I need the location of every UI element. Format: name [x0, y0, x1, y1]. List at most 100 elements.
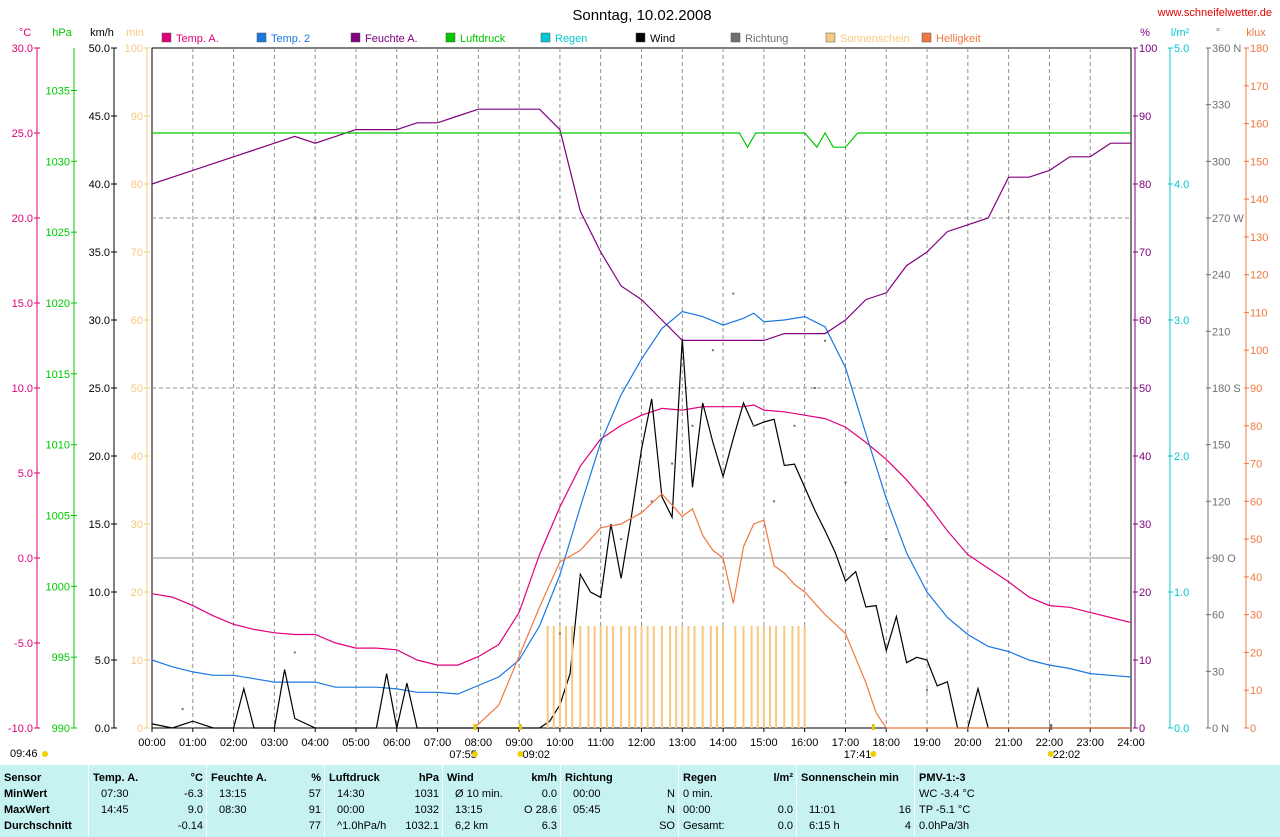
stats-row: 07:30 -6.3: [93, 786, 203, 802]
direction-point: [885, 538, 888, 541]
x-tick-label: 14:00: [709, 737, 737, 749]
stats-cell: 6:15 h: [809, 820, 840, 832]
temp-axis-tick-label: 5.0: [18, 468, 33, 480]
stats-cell: TP -5.1 °C: [919, 804, 971, 816]
temp-a-line: [151, 404, 1132, 666]
stats-row: 6,2 km 6.3: [447, 818, 557, 834]
legend-swatch: [256, 32, 267, 43]
stats-row: SO: [565, 818, 675, 834]
rain-axis-tick-label: 5.0: [1174, 43, 1189, 55]
temp-axis-tick-label: 30.0: [12, 43, 33, 55]
sunshine-axis-tick-label: 30: [131, 519, 143, 531]
statistics-panel: Sensor MinWert MaxWert Durchschnitt Temp. A.…: [0, 765, 1280, 837]
sunrise-time-label: 07:55: [449, 749, 477, 761]
legend-label: Richtung: [745, 33, 788, 45]
stats-row: ^1.0hPa/h 1032.1: [329, 818, 439, 834]
direction-point: [620, 538, 623, 541]
stats-header-label: Feuchte A.: [211, 772, 267, 784]
x-tick-label: 09:00: [505, 737, 533, 749]
stats-row: 14:45 9.0: [93, 802, 203, 818]
stats-cell: 07:30: [101, 788, 129, 800]
stats-row: 08:30 91: [211, 802, 321, 818]
humidity-axis-tick-label: 90: [1139, 111, 1151, 123]
rain-axis-tick-label: 1.0: [1174, 587, 1189, 599]
direction-point: [671, 462, 674, 465]
stats-row: 13:15 O 28.6: [447, 802, 557, 818]
pressure-axis-tick-label: 1030: [46, 156, 70, 168]
stats-row: MaxWert: [4, 802, 84, 818]
humidity-axis-tick-label: 40: [1139, 451, 1151, 463]
stats-cell: 00:00: [337, 804, 365, 816]
stats-column: Regen l/m² 0 min. 00:00 0.0 Gesamt: 0.0: [678, 765, 797, 837]
brightness-axis-tick-label: 60: [1250, 496, 1262, 508]
stats-column: Richtung 00:00 N 05:45 N SO: [560, 765, 679, 837]
x-tick-label: 05:00: [342, 737, 370, 749]
direction-axis-tick-label: 330: [1212, 100, 1230, 112]
chart-title: Sonntag, 10.02.2008: [572, 7, 711, 24]
stats-cell: 14:30: [337, 788, 365, 800]
stats-header-row: Temp. A. °C: [93, 770, 203, 786]
stats-cell: Ø 10 min.: [455, 788, 503, 800]
brightness-axis-tick-label: 50: [1250, 534, 1262, 546]
pressure-axis-tick-label: 1020: [46, 298, 70, 310]
humidity-axis-tick-label: 0: [1139, 723, 1145, 735]
stats-row: 0 min.: [683, 786, 793, 802]
direction-point: [558, 632, 561, 635]
pressure-axis-tick-label: 1010: [46, 440, 70, 452]
direction-axis-tick-label: 180 S: [1212, 383, 1241, 395]
legend-label: Temp. 2: [271, 33, 310, 45]
temp-axis-tick-label: 20.0: [12, 213, 33, 225]
stats-header-label: Luftdruck: [329, 772, 380, 784]
direction-point: [691, 424, 694, 427]
stats-row: 13:15 57: [211, 786, 321, 802]
sunshine-axis-tick-label: 50: [131, 383, 143, 395]
legend-swatch: [350, 32, 361, 43]
direction-axis-tick-label: 240: [1212, 270, 1230, 282]
humidity-axis-tick-label: 10: [1139, 655, 1151, 667]
humidity-axis-unit: %: [1140, 27, 1150, 39]
stats-value: 77: [308, 820, 321, 832]
stats-value: 91: [308, 804, 321, 816]
pressure-axis-tick-label: 1035: [46, 86, 70, 98]
stats-value: 6.3: [541, 820, 557, 832]
wind-axis-tick-label: 35.0: [89, 247, 110, 259]
stats-row: MinWert: [4, 786, 84, 802]
wind-axis-tick-label: 15.0: [89, 519, 110, 531]
sunshine-axis-tick-label: 100: [125, 43, 143, 55]
helligkeit-line: [473, 492, 1131, 729]
legend-label: Wind: [650, 33, 675, 45]
direction-axis-tick-label: 30: [1212, 666, 1224, 678]
stats-row: Durchschnitt: [4, 818, 84, 834]
stats-header-row: Richtung: [565, 770, 675, 786]
stats-header-unit: hPa: [418, 772, 439, 784]
direction-point: [181, 708, 184, 711]
direction-axis-tick-label: 120: [1212, 496, 1230, 508]
temp-axis-tick-label: 25.0: [12, 128, 33, 140]
temp-axis-tick-label: -10.0: [8, 723, 33, 735]
legend-swatch: [635, 32, 646, 43]
stats-cell: 6,2 km: [455, 820, 489, 832]
direction-point: [813, 387, 816, 389]
stats-header-label: Temp. A.: [93, 772, 139, 784]
humidity-axis-tick-label: 20: [1139, 587, 1151, 599]
stats-cell: 11:01: [809, 804, 836, 816]
direction-point: [579, 575, 582, 578]
noon-sun-icon: [517, 751, 524, 757]
stats-cell: Durchschnitt: [4, 820, 72, 832]
stats-header-label: PMV-1:-3: [919, 772, 966, 784]
legend-swatch: [445, 32, 456, 43]
stats-header-row: Luftdruck hPa: [329, 770, 439, 786]
x-tick-label: 12:00: [628, 737, 656, 749]
humidity-axis-tick-label: 50: [1139, 383, 1151, 395]
stats-cell: 05:45: [573, 804, 601, 816]
stats-cell: 0.0hPa/3h: [919, 820, 970, 832]
stats-value: -0.14: [177, 820, 203, 832]
stats-header-label: Sensor: [4, 772, 42, 784]
sunshine-axis-tick-label: 70: [131, 247, 143, 259]
direction-point: [752, 424, 755, 427]
x-tick-label: 21:00: [995, 737, 1023, 749]
website-link[interactable]: www.schneifelwetter.de: [1157, 7, 1272, 19]
stats-column: Luftdruck hPa 14:30 1031 00:00 1032 ^1.0hPa/h 1…: [324, 765, 443, 837]
wind-line: [151, 338, 1131, 729]
stats-header-label: Regen: [683, 772, 717, 784]
